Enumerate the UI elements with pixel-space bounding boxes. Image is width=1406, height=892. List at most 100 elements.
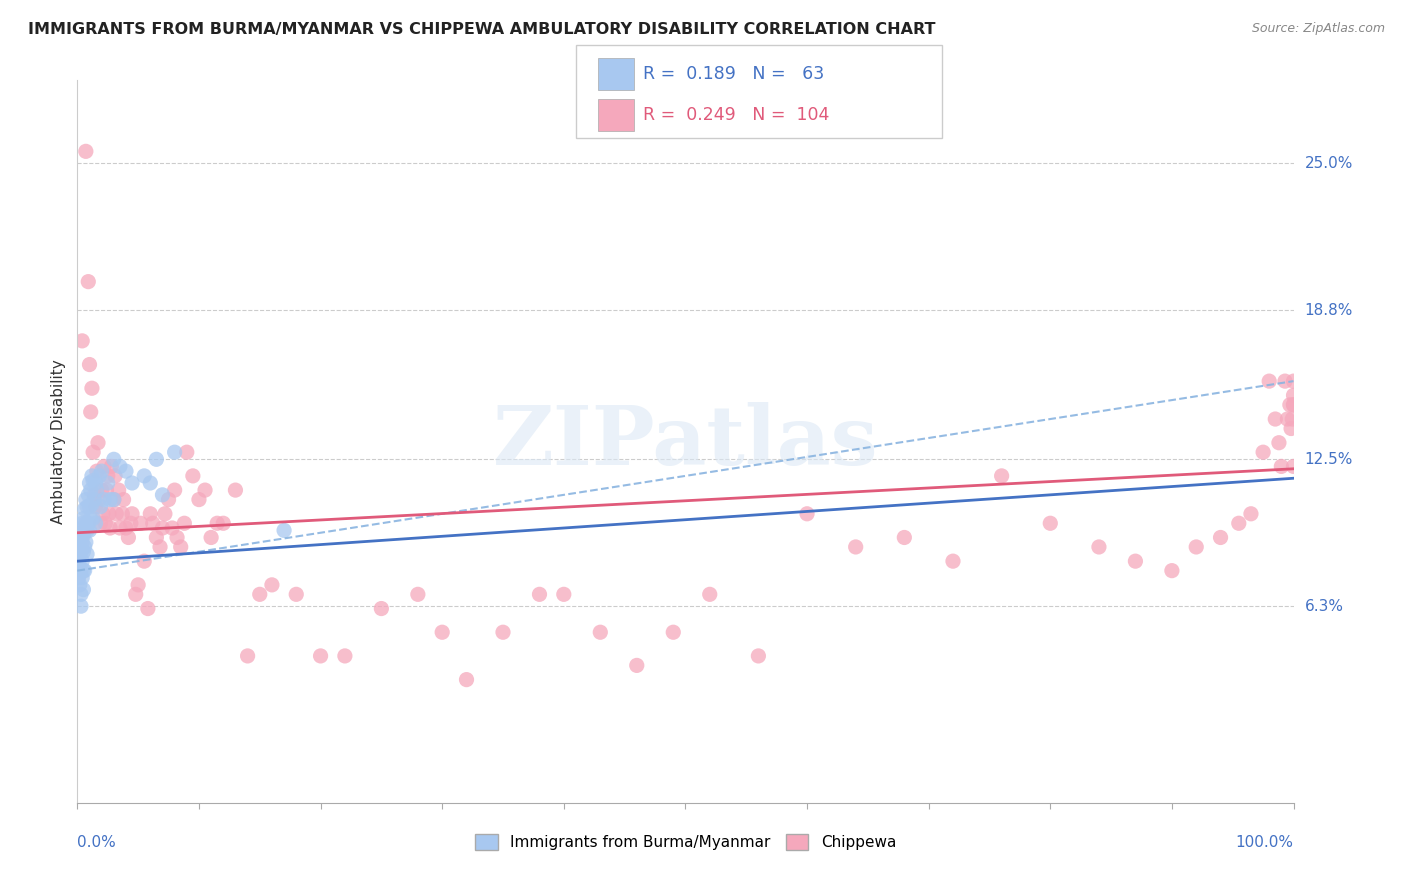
Point [309,648,332,663]
Point [589,625,612,640]
Point [149,540,172,554]
Point [82,474,104,488]
Point [115,521,138,535]
Point [75,516,97,531]
Point [94,516,117,531]
Point [1125,554,1147,568]
Point [1251,445,1274,459]
Point [90,464,112,478]
Point [456,673,478,687]
Point [80,469,103,483]
Point [188,492,211,507]
Point [139,507,162,521]
Point [112,492,135,507]
Point [125,587,148,601]
Point [75,492,97,507]
Point [70,531,93,545]
Point [104,469,127,483]
Point [97,469,120,483]
Point [108,459,131,474]
Point [89,492,111,507]
Point [333,648,356,663]
Point [89,516,111,531]
Point [153,507,176,521]
Point [845,540,868,554]
Point [1278,398,1301,412]
Point [72,582,94,597]
Point [747,648,769,663]
Point [70,599,93,614]
Point [79,475,101,490]
Point [84,475,107,490]
Point [89,469,111,483]
Point [1088,540,1111,554]
Point [75,535,97,549]
Point [139,475,162,490]
Legend: Immigrants from Burma/Myanmar, Chippewa: Immigrants from Burma/Myanmar, Chippewa [468,829,903,856]
Point [72,544,94,558]
Point [67,554,90,568]
Point [103,492,125,507]
Point [103,492,125,507]
Point [1039,516,1062,531]
Point [76,500,98,514]
Point [134,469,156,483]
Point [1264,412,1286,426]
Point [73,540,96,554]
Point [430,625,453,640]
Point [69,524,91,538]
Text: 100.0%: 100.0% [1236,835,1294,850]
Point [166,531,188,545]
Point [73,502,96,516]
Point [93,459,115,474]
Point [212,516,235,531]
Point [90,483,112,497]
Point [84,516,107,531]
Point [170,540,193,554]
Point [80,483,103,497]
Point [77,275,100,289]
Point [1258,374,1281,388]
Point [273,524,295,538]
Point [70,535,93,549]
Point [406,587,429,601]
Text: 6.3%: 6.3% [1305,599,1344,614]
Point [1209,531,1232,545]
Point [98,492,121,507]
Point [115,464,138,478]
Point [1270,459,1292,474]
Point [83,492,105,507]
Point [942,554,965,568]
Point [699,587,721,601]
Point [73,524,96,538]
Point [79,500,101,514]
Point [626,658,648,673]
Point [1240,507,1263,521]
Point [91,507,114,521]
Point [142,516,165,531]
Point [136,601,159,615]
Point [84,500,107,514]
Text: R =  0.189   N =   63: R = 0.189 N = 63 [643,65,824,83]
Point [67,540,90,554]
Y-axis label: Ambulatory Disability: Ambulatory Disability [51,359,66,524]
Point [70,334,93,348]
Point [176,445,198,459]
Point [236,648,259,663]
Point [1281,412,1303,426]
Point [70,554,93,568]
Point [990,469,1012,483]
Point [173,516,195,531]
Point [69,540,91,554]
Point [80,511,103,525]
Point [1268,435,1291,450]
Text: R =  0.249   N =  104: R = 0.249 N = 104 [643,106,830,124]
Point [181,469,204,483]
Point [77,488,100,502]
Point [662,625,685,640]
Point [70,544,93,558]
Point [121,475,143,490]
Point [80,497,103,511]
Point [1277,412,1299,426]
Point [152,521,174,535]
